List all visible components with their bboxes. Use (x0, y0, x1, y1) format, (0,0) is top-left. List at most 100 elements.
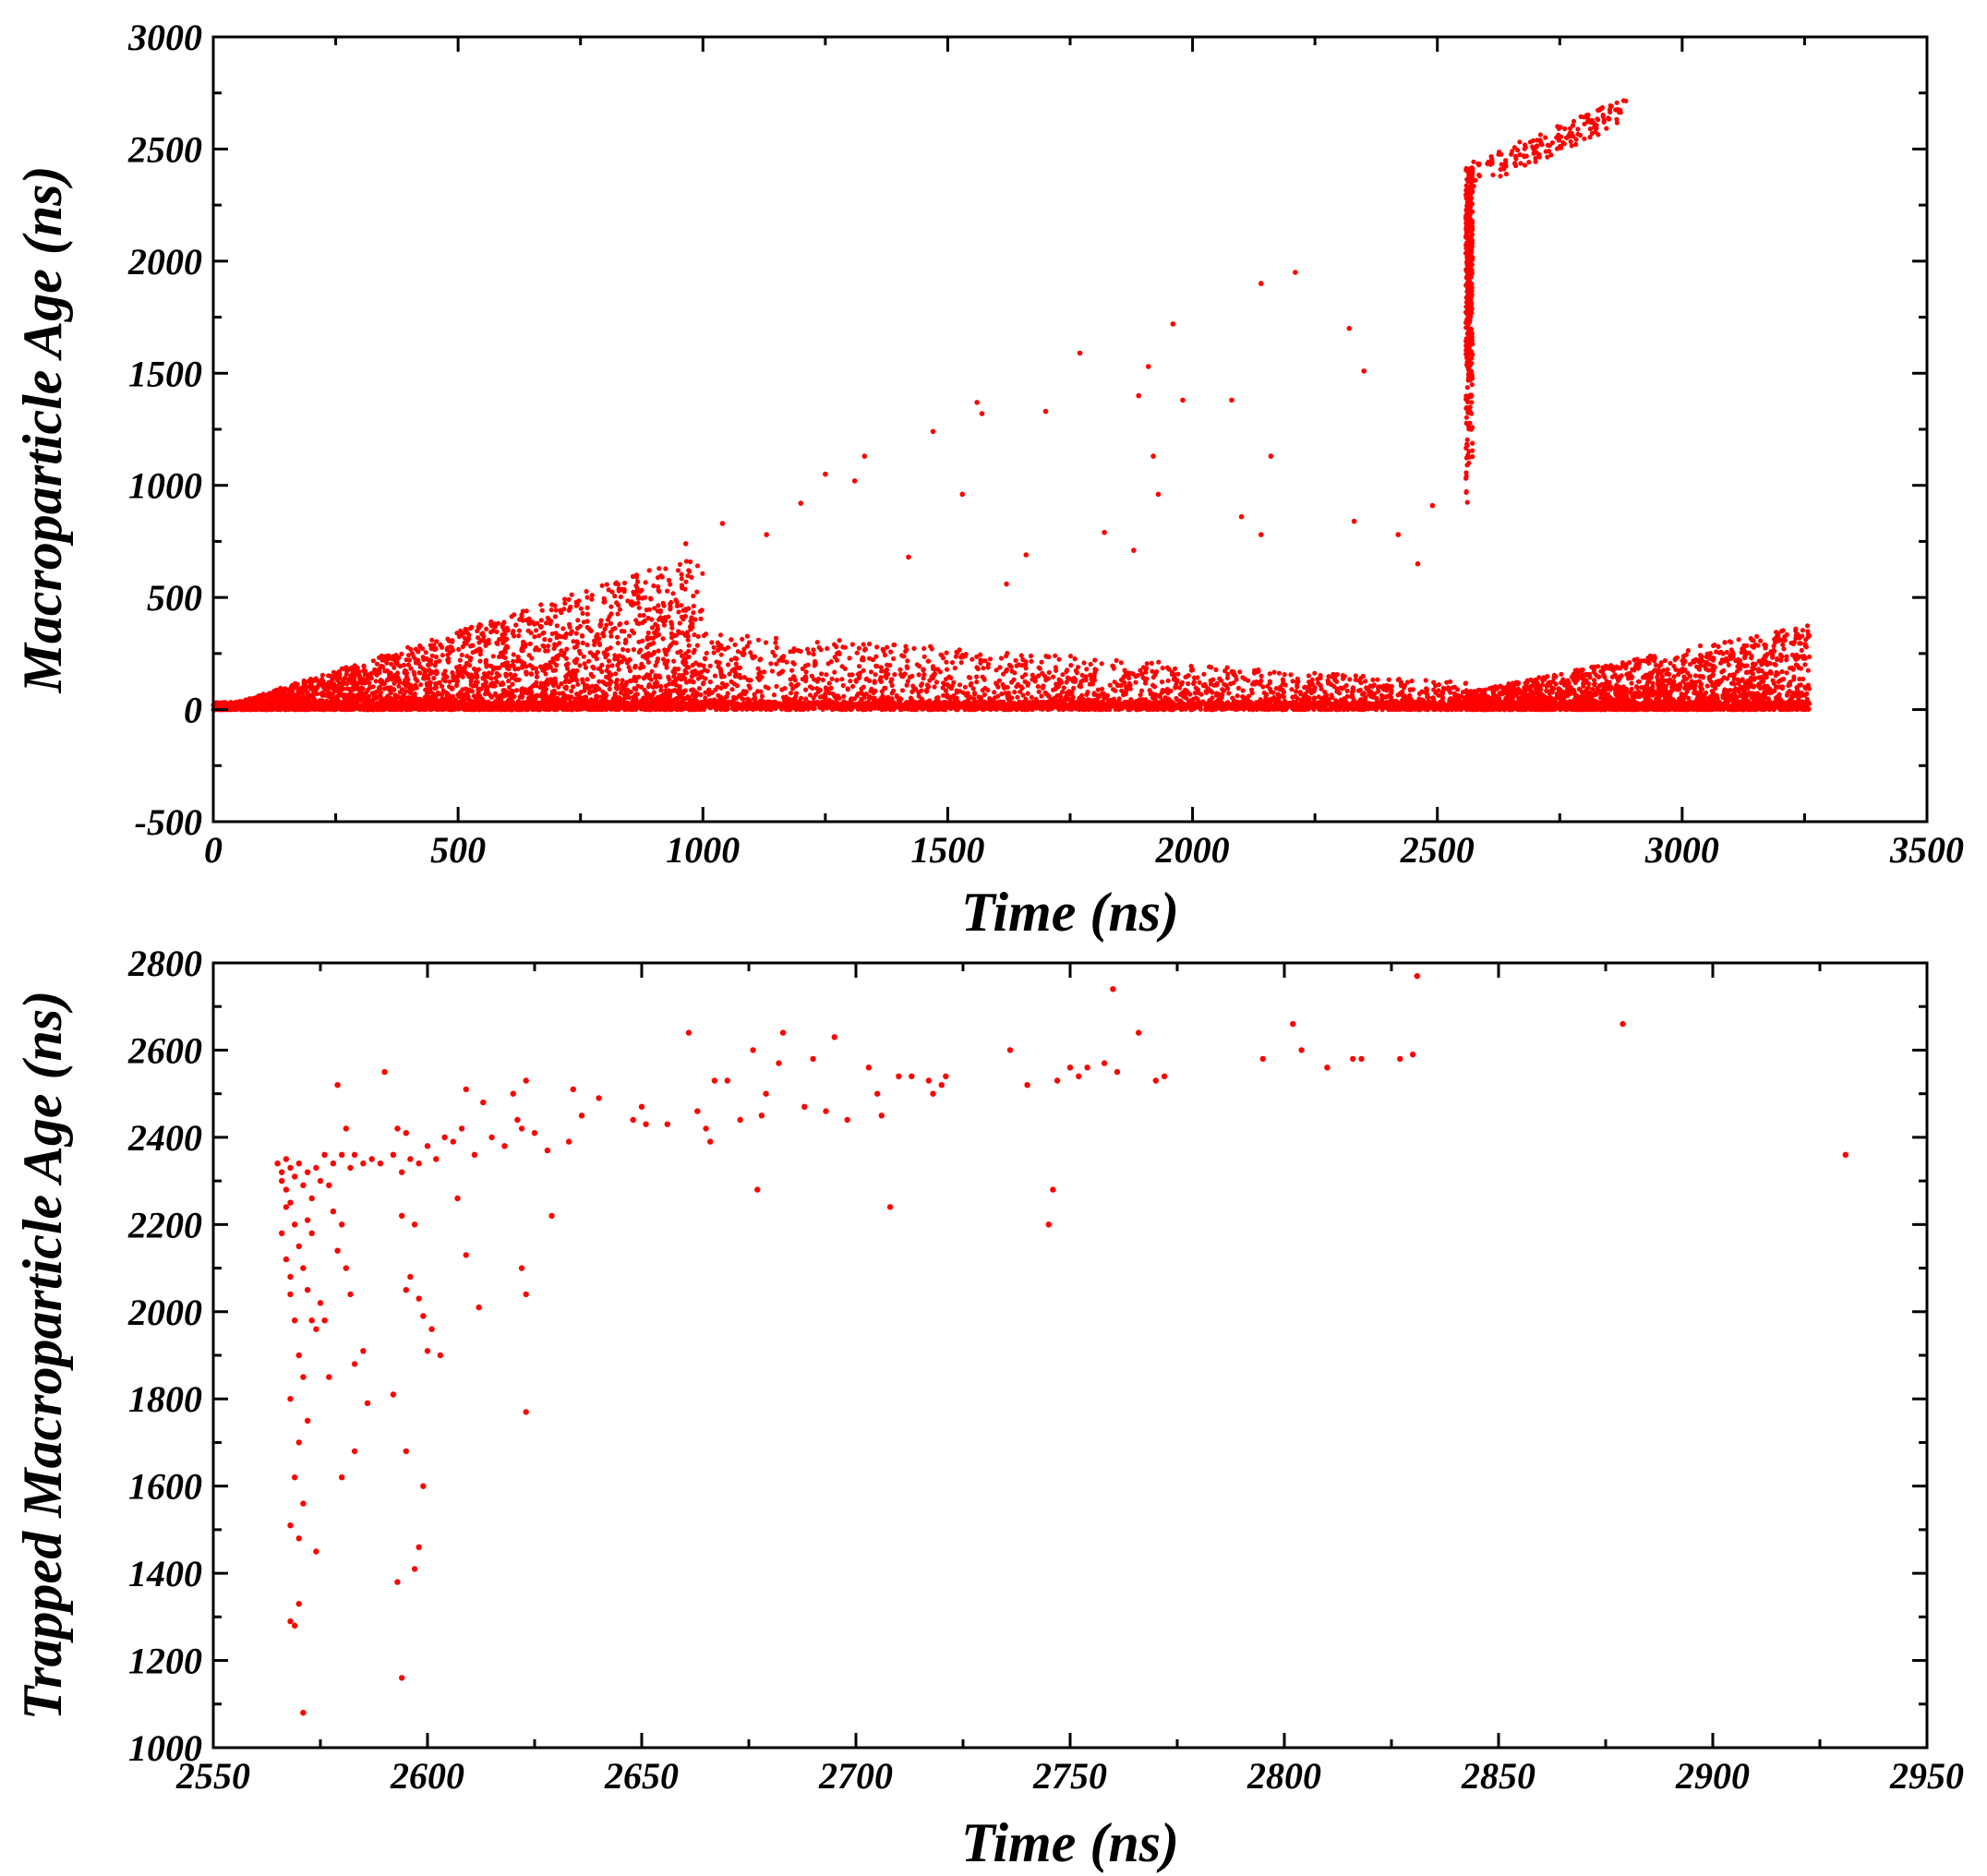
data-point (574, 625, 581, 631)
data-point (661, 692, 668, 698)
data-point (609, 663, 615, 668)
data-point (552, 614, 559, 619)
data-point (550, 655, 556, 662)
data-point (429, 637, 435, 643)
data-point (740, 636, 745, 642)
data-point (1045, 692, 1051, 698)
data-point (825, 645, 830, 652)
data-point (873, 672, 878, 678)
data-point (614, 600, 620, 606)
data-point (666, 577, 672, 583)
data-point (992, 695, 997, 701)
data-point (501, 627, 507, 633)
data-point (447, 679, 452, 685)
data-point (1309, 677, 1315, 683)
data-point (464, 631, 470, 636)
data-point (769, 668, 776, 674)
data-point (656, 648, 661, 654)
data-point (684, 664, 690, 670)
data-point (656, 673, 662, 679)
data-point (678, 649, 683, 655)
data-point (839, 664, 845, 669)
data-point (616, 695, 622, 701)
data-point (1057, 692, 1063, 698)
data-point (580, 640, 585, 646)
data-point (715, 684, 720, 690)
data-point (520, 618, 525, 623)
data-point (552, 676, 558, 681)
data-point (1263, 694, 1269, 700)
data-point (1073, 667, 1078, 674)
data-point (612, 653, 618, 658)
data-point (563, 684, 569, 690)
data-point (589, 593, 595, 598)
data-point (646, 568, 652, 573)
data-point (1197, 679, 1202, 685)
data-point (494, 665, 500, 671)
data-point (488, 619, 494, 625)
data-point (454, 631, 460, 636)
data-point (633, 589, 640, 595)
data-point (1118, 660, 1124, 666)
data-point (1446, 688, 1451, 693)
data-point (894, 692, 899, 699)
data-point (738, 675, 743, 680)
data-point (687, 569, 692, 574)
data-point (696, 686, 703, 691)
data-point (401, 662, 407, 668)
data-point (488, 694, 494, 700)
data-point (856, 691, 861, 697)
data-point (621, 580, 628, 586)
data-point (510, 631, 515, 636)
data-point (449, 644, 454, 651)
data-point (1209, 665, 1214, 670)
data-point (656, 583, 661, 590)
data-point (1019, 685, 1025, 691)
data-point (624, 620, 630, 626)
data-point (460, 674, 465, 679)
data-point (1240, 688, 1246, 693)
data-point (933, 679, 940, 685)
data-point (423, 650, 428, 655)
data-point (319, 672, 325, 679)
data-point (711, 644, 717, 650)
data-point (509, 675, 515, 680)
data-point (445, 636, 451, 642)
data-point (614, 684, 620, 691)
data-point (726, 662, 731, 667)
data-point (703, 676, 708, 681)
data-point (422, 676, 428, 681)
data-point (357, 686, 363, 691)
data-point (625, 648, 631, 654)
data-point (421, 656, 427, 663)
data-point (952, 666, 957, 671)
data-point (512, 612, 517, 618)
data-point (803, 679, 809, 684)
data-point (442, 668, 448, 674)
data-point (535, 620, 540, 626)
data-point (354, 671, 359, 677)
data-point (319, 679, 325, 686)
data-point (500, 681, 506, 687)
data-point (456, 633, 462, 640)
data-point (1029, 694, 1034, 700)
data-point (608, 630, 614, 635)
data-point (1085, 690, 1090, 695)
data-point (957, 682, 963, 688)
data-point (1258, 673, 1264, 679)
data-point (930, 664, 936, 669)
data-point (635, 579, 641, 584)
data-point (428, 657, 434, 663)
data-point (620, 678, 625, 683)
data-point (944, 677, 949, 682)
data-point (562, 633, 568, 639)
data-point (685, 637, 691, 643)
data-point (558, 607, 563, 613)
data-point (731, 681, 738, 687)
data-point (981, 666, 986, 671)
data-point (732, 642, 738, 648)
data-point (849, 642, 856, 647)
data-point (399, 651, 404, 656)
data-point (945, 667, 950, 672)
data-point (490, 654, 496, 659)
